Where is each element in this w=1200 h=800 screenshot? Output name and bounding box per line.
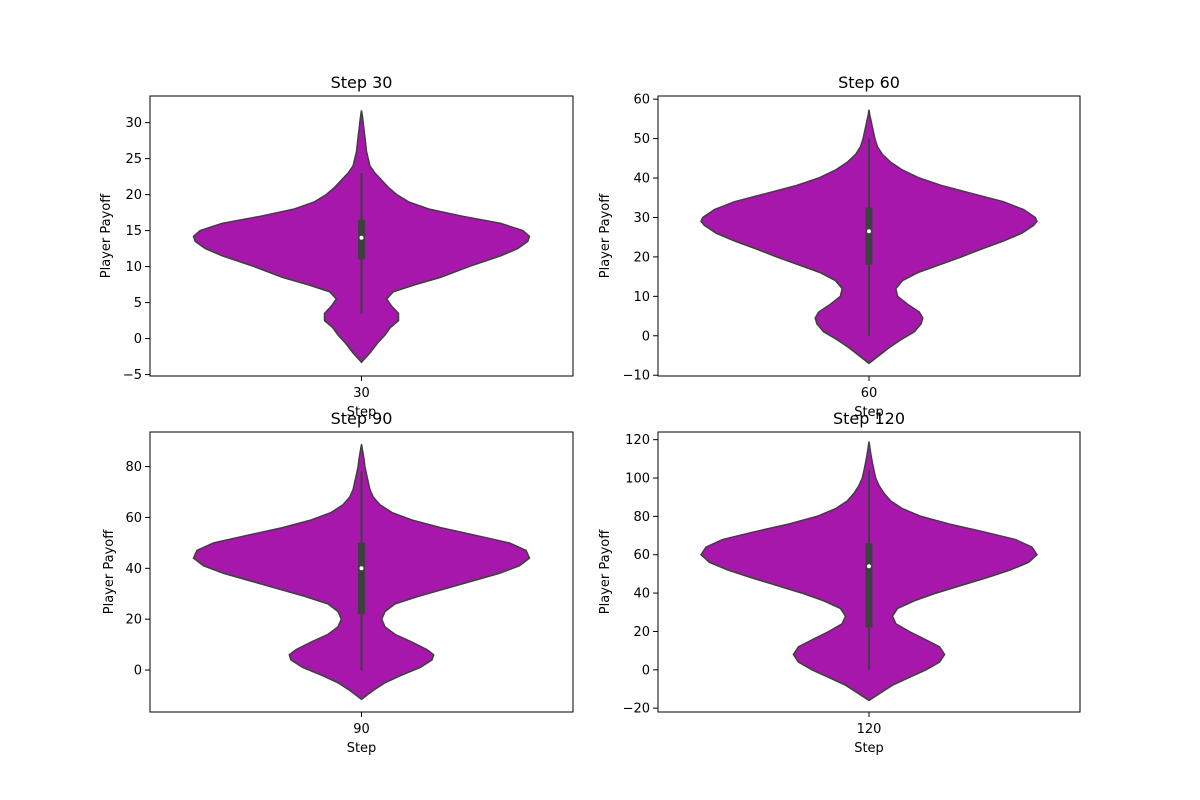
y-tick-label: 50 bbox=[633, 132, 650, 147]
y-tick-label: −10 bbox=[623, 369, 650, 384]
y-tick-label: 20 bbox=[125, 188, 142, 203]
plot-frame bbox=[149, 95, 574, 377]
median-dot bbox=[359, 235, 364, 240]
x-tick-label: 30 bbox=[353, 386, 370, 401]
subplot-title: Step 60 bbox=[838, 73, 900, 92]
y-tick-label: 25 bbox=[125, 152, 142, 167]
y-axis-ticks: 0 20 40 60 80 bbox=[125, 460, 150, 679]
y-tick-label: −5 bbox=[123, 368, 142, 383]
y-tick-label: 0 bbox=[642, 663, 650, 678]
y-tick-label: 10 bbox=[633, 290, 650, 305]
y-tick-label: 40 bbox=[633, 172, 650, 187]
median-dot bbox=[867, 564, 871, 569]
y-axis-label: Player Payoff bbox=[102, 529, 117, 614]
y-tick-label: 15 bbox=[125, 224, 142, 239]
plot-frame bbox=[657, 95, 1081, 377]
subplot-title: Step 90 bbox=[331, 409, 393, 428]
y-tick-label: 80 bbox=[633, 510, 650, 525]
y-tick-label: 20 bbox=[633, 625, 650, 640]
subplot-step-90: 0 20 40 60 80 90 Step Player Payoff Step 90 bbox=[102, 409, 574, 756]
median-dot bbox=[867, 229, 871, 234]
x-tick-label: 90 bbox=[353, 722, 370, 737]
subplot-step-120: −20 0 20 40 60 80 100 120 120 Step Player Payof… bbox=[598, 409, 1081, 756]
y-tick-label: 0 bbox=[642, 329, 650, 344]
y-axis-ticks: −10 0 10 20 30 40 50 60 bbox=[623, 93, 658, 384]
y-tick-label: 80 bbox=[125, 460, 142, 475]
y-axis-label: Player Payoff bbox=[598, 193, 613, 278]
iqr-box bbox=[865, 207, 873, 265]
y-tick-label: 100 bbox=[625, 472, 650, 487]
y-tick-label: 40 bbox=[125, 562, 142, 577]
y-tick-label: 20 bbox=[125, 613, 142, 628]
x-axis-label: Step bbox=[347, 405, 377, 420]
x-axis-label: Step bbox=[854, 741, 884, 756]
y-tick-label: 60 bbox=[125, 511, 142, 526]
iqr-box bbox=[358, 542, 365, 615]
x-tick-label: 120 bbox=[857, 722, 882, 737]
y-tick-label: 60 bbox=[633, 93, 650, 108]
x-axis-label: Step bbox=[347, 741, 377, 756]
subplot-title: Step 120 bbox=[833, 409, 905, 428]
y-tick-label: −20 bbox=[623, 702, 650, 717]
y-axis-label: Player Payoff bbox=[598, 529, 613, 614]
y-tick-label: 5 bbox=[134, 296, 142, 311]
y-axis-label: Player Payoff bbox=[99, 193, 114, 278]
y-tick-label: 0 bbox=[134, 332, 142, 347]
iqr-box bbox=[865, 543, 873, 628]
subplot-step-60: −10 0 10 20 30 40 50 60 60 Step Player Payoff S… bbox=[598, 73, 1081, 420]
y-tick-label: 10 bbox=[125, 260, 142, 275]
y-tick-label: 30 bbox=[125, 116, 142, 131]
y-axis-ticks: −5 0 5 10 15 20 25 30 bbox=[123, 116, 150, 383]
x-axis-label: Step bbox=[854, 405, 884, 420]
subplot-step-30: −5 0 5 10 15 20 25 30 30 Step Player Payoff Ste… bbox=[99, 73, 574, 420]
y-tick-label: 20 bbox=[633, 250, 650, 265]
y-tick-label: 40 bbox=[633, 587, 650, 602]
median-dot bbox=[359, 566, 364, 571]
plot-frame bbox=[149, 431, 574, 713]
y-tick-label: 60 bbox=[633, 548, 650, 563]
y-axis-ticks: −20 0 20 40 60 80 100 120 bbox=[623, 433, 658, 717]
plot-frame bbox=[657, 431, 1081, 713]
x-tick-label: 60 bbox=[861, 386, 878, 401]
y-tick-label: 120 bbox=[625, 433, 650, 448]
y-tick-label: 30 bbox=[633, 211, 650, 226]
y-tick-label: 0 bbox=[134, 664, 142, 679]
subplot-title: Step 30 bbox=[331, 73, 393, 92]
